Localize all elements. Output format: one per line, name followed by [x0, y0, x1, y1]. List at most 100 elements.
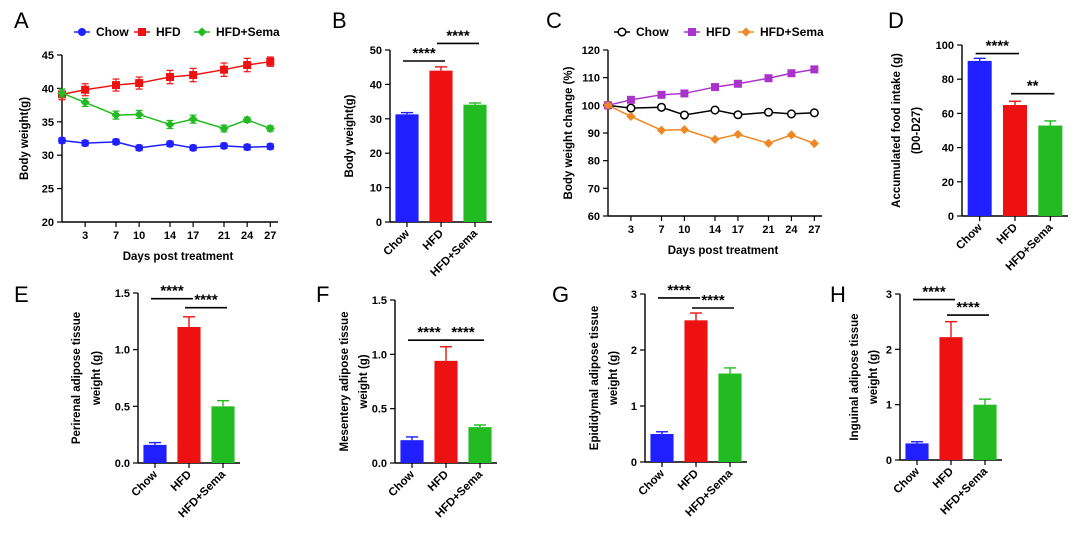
- data-point: [711, 83, 719, 92]
- legend-item: HFD+Sema: [738, 25, 824, 39]
- legend-item: HFD: [684, 25, 731, 39]
- data-point: [786, 109, 796, 119]
- x-tick-label: 27: [264, 230, 276, 242]
- panel-label: C: [546, 8, 562, 33]
- series-line: [61, 92, 271, 130]
- category-label: HFD: [421, 228, 446, 253]
- data-point: [81, 139, 90, 148]
- y-tick-label: 100: [582, 100, 600, 112]
- x-tick-label: 14: [709, 224, 722, 236]
- significance-label: ****: [160, 283, 184, 300]
- y-tick-label: 10: [370, 183, 382, 195]
- y-tick-label: 60: [588, 211, 600, 223]
- y-tick-label: 1.5: [372, 295, 387, 307]
- bar-hfd: [1002, 105, 1028, 216]
- data-point: [220, 65, 228, 74]
- y-tick-label: 3: [886, 289, 892, 301]
- y-tick-label: 2: [631, 345, 637, 357]
- panel-d: D 0 20 40 60 80 100 Accumulated food intake (g)…: [888, 8, 1068, 273]
- y-tick-label: 0: [948, 211, 954, 223]
- panel-f: F 0.0 0.5 1.0 1.5 Mesentery adipose tissue wei…: [316, 282, 497, 520]
- bar-hfd-sema: [973, 404, 997, 460]
- series-chow: [58, 136, 275, 152]
- y-axis-label: Body weight change (%): [563, 66, 575, 199]
- significance-label: ****: [667, 282, 691, 299]
- x-tick-label: 10: [133, 230, 145, 242]
- bar-hfd: [939, 337, 963, 460]
- significance-label: ****: [412, 45, 436, 62]
- data-point: [243, 61, 252, 70]
- data-point: [626, 95, 635, 104]
- data-point: [763, 138, 774, 148]
- legend-marker: [138, 28, 146, 36]
- category-label: Chow: [636, 468, 667, 499]
- series-chow: [603, 100, 819, 120]
- category-label: HFD: [169, 469, 194, 494]
- panel-label: D: [888, 8, 904, 33]
- bar-hfd: [684, 320, 708, 462]
- legend-item: Chow: [74, 25, 129, 39]
- panel-a: A 20 25 30 35 40 45 3 7 10 14 17 21 24 27 Days post tre…: [14, 8, 280, 263]
- data-point: [710, 105, 720, 115]
- y-tick-label: 60: [942, 108, 954, 120]
- data-point: [657, 90, 666, 99]
- data-point: [733, 110, 743, 120]
- bar-chow: [395, 114, 419, 222]
- data-point: [710, 134, 720, 144]
- bar-hfd: [434, 360, 458, 463]
- data-point: [166, 139, 174, 148]
- data-point: [786, 130, 797, 140]
- data-point: [81, 85, 90, 94]
- category-label: Chow: [129, 469, 160, 500]
- x-tick-label: 21: [762, 224, 774, 236]
- category-label: HFD: [931, 466, 956, 491]
- legend-marker: [617, 27, 627, 37]
- data-point: [266, 57, 275, 66]
- series-hfd-sema: [57, 88, 275, 134]
- y-tick-label: 50: [370, 45, 382, 57]
- category-label: Chow: [954, 222, 985, 253]
- data-point: [134, 109, 144, 120]
- legend-marker: [78, 28, 86, 36]
- legend-label: HFD: [156, 25, 181, 39]
- data-point: [810, 65, 819, 74]
- y-tick-label: 30: [370, 114, 382, 126]
- y-tick-label: 3: [631, 289, 637, 301]
- data-point: [111, 110, 121, 120]
- category-label: Chow: [891, 466, 922, 497]
- y-tick-label: 80: [588, 156, 600, 168]
- legend-marker: [741, 27, 751, 37]
- y-tick-label: 0.0: [372, 458, 387, 470]
- data-point: [809, 108, 819, 118]
- y-tick-label: 40: [42, 83, 54, 95]
- bar-chow: [400, 440, 424, 463]
- bar-hfd: [429, 70, 453, 222]
- y-axis-label: (D0-D27): [911, 107, 923, 154]
- y-tick-label: 110: [582, 73, 600, 85]
- panel-g: G 0 1 2 3 Epididymal adipose tissue weight (g)…: [552, 282, 747, 519]
- legend-item: HFD: [134, 25, 181, 39]
- panel-e: E 0.0 0.5 1.0 1.5 Perirenal adipose tissue wei…: [14, 282, 240, 520]
- significance-label: ****: [956, 299, 980, 316]
- significance-label: ****: [986, 38, 1010, 55]
- x-tick-label: 17: [732, 224, 744, 236]
- legend-label: HFD+Sema: [760, 25, 824, 39]
- legend-label: HFD: [706, 25, 731, 39]
- y-tick-label: 30: [42, 150, 54, 162]
- x-tick-label: 24: [785, 224, 798, 236]
- significance-label: ****: [194, 292, 218, 309]
- category-label: HFD: [995, 222, 1020, 247]
- data-point: [266, 142, 275, 151]
- data-point: [188, 114, 198, 124]
- y-tick-label: 1: [886, 400, 892, 412]
- data-point: [733, 129, 743, 139]
- panel-c: C 60 70 80 90 100 110 120 3 7 10 14 17 21 24 27 Days pos…: [546, 8, 824, 257]
- y-tick-label: 45: [42, 50, 54, 62]
- data-point: [220, 141, 228, 150]
- x-tick-label: 14: [164, 230, 177, 242]
- panel-h: H 0 1 2 3 Inguinal adipose tissue weight (g) Ch…: [830, 282, 1002, 517]
- significance-label: **: [1027, 78, 1039, 95]
- data-point: [80, 97, 90, 108]
- data-point: [112, 81, 120, 90]
- data-point: [166, 73, 174, 82]
